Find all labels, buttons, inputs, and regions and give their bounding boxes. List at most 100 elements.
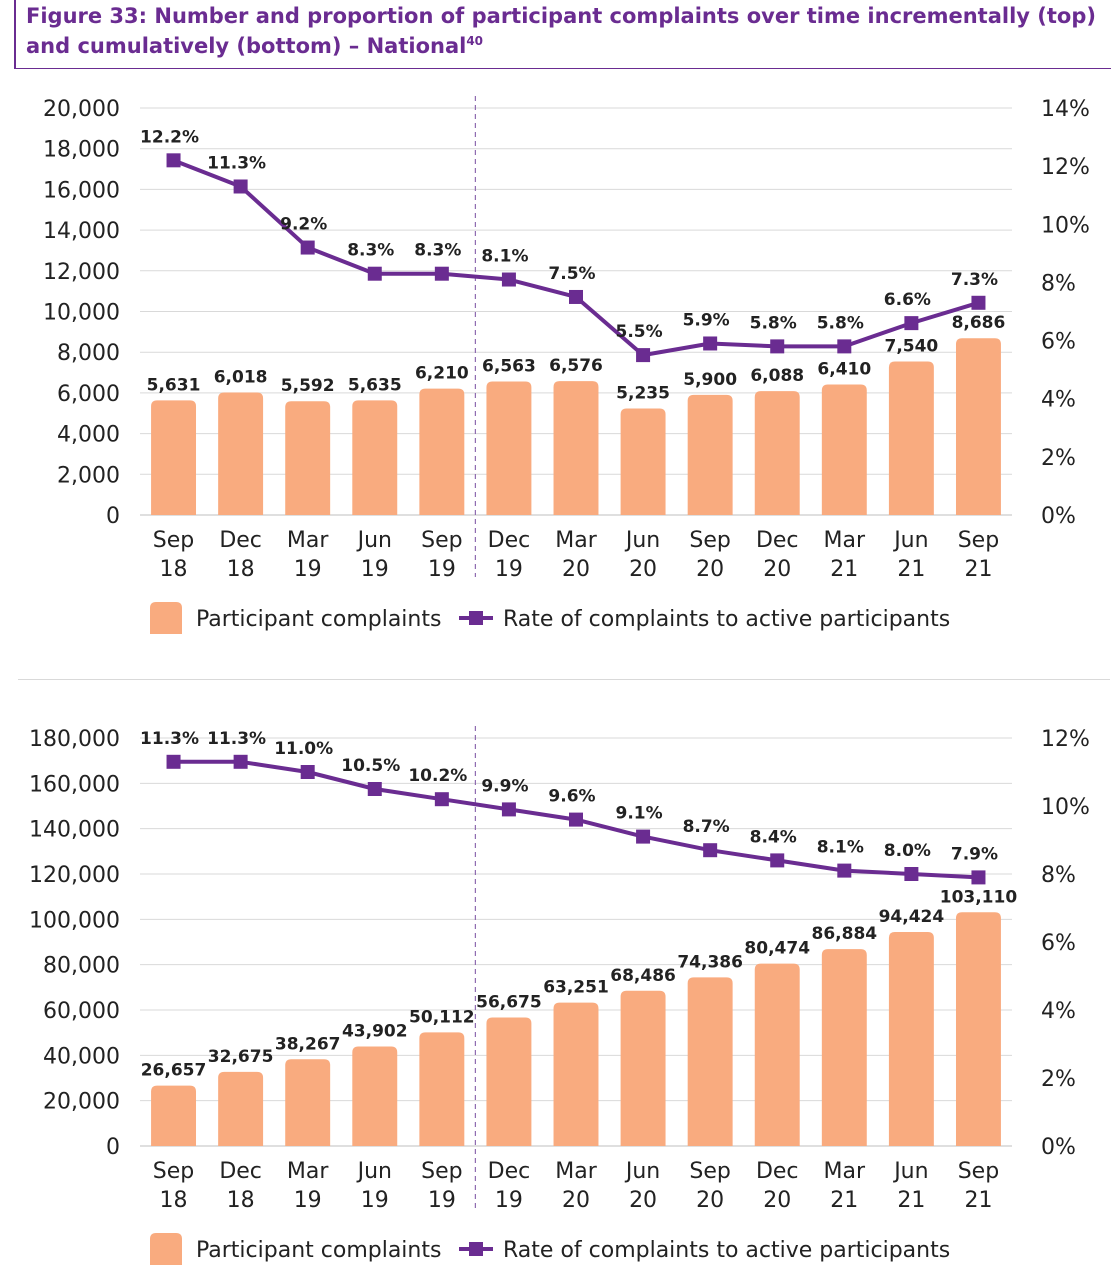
- x-axis-year-label: 18: [160, 1188, 188, 1213]
- bar-value-label: 5,635: [348, 375, 402, 395]
- rate-marker: [434, 792, 449, 807]
- x-axis-year-label: 20: [629, 1188, 657, 1213]
- bar-value-label: 63,251: [543, 978, 609, 998]
- x-axis-year-label: 20: [562, 1188, 590, 1213]
- x-axis-year-label: 20: [629, 557, 657, 582]
- y-axis-tick-label: 0: [106, 504, 120, 529]
- y2-axis-tick-label: 0%: [1041, 504, 1076, 529]
- y-axis-tick-label: 12,000: [43, 260, 120, 285]
- rate-value-label: 9.1%: [615, 804, 662, 824]
- rate-value-label: 10.5%: [341, 756, 400, 776]
- y2-axis-tick-label: 2%: [1041, 446, 1076, 471]
- x-axis-month-label: Dec: [219, 1159, 262, 1184]
- complaints-bar: [955, 912, 1001, 1146]
- y-axis-tick-label: 16,000: [43, 178, 120, 203]
- bar-value-label: 94,424: [879, 907, 945, 927]
- bar-value-label: 6,563: [482, 356, 536, 376]
- y2-axis-tick-label: 2%: [1041, 1067, 1076, 1092]
- bar-value-label: 6,410: [817, 360, 871, 380]
- x-axis-month-label: Jun: [892, 528, 928, 553]
- y2-axis-tick-label: 4%: [1041, 999, 1076, 1024]
- figure-title-line-1: Figure 33: Number and proportion of part…: [26, 4, 1096, 28]
- rate-marker: [770, 853, 785, 868]
- rate-marker: [837, 863, 852, 878]
- legend-label-rate: Rate of complaints to active participant…: [503, 1238, 950, 1263]
- x-axis-year-label: 19: [495, 1188, 523, 1213]
- rate-value-label: 11.3%: [140, 729, 199, 749]
- x-axis-month-label: Jun: [624, 528, 660, 553]
- rate-value-label: 8.4%: [750, 827, 797, 847]
- rate-value-label: 8.7%: [683, 817, 730, 837]
- complaints-bar: [821, 384, 867, 515]
- chart-separator: [18, 679, 1110, 680]
- rate-marker: [636, 829, 651, 844]
- x-axis-year-label: 19: [294, 557, 322, 582]
- rate-value-label: 5.8%: [750, 313, 797, 333]
- rate-value-label: 8.1%: [481, 247, 528, 267]
- y-axis-tick-label: 4,000: [57, 423, 120, 448]
- y-axis-tick-label: 80,000: [43, 954, 120, 979]
- complaints-bar: [285, 1059, 331, 1146]
- y2-axis-tick-label: 8%: [1041, 271, 1076, 296]
- complaints-bar: [151, 400, 197, 515]
- x-axis-year-label: 20: [562, 557, 590, 582]
- legend-line-marker: [469, 1242, 483, 1256]
- complaints-bar: [352, 400, 398, 515]
- y-axis-tick-label: 20,000: [43, 97, 120, 122]
- bar-value-label: 80,474: [744, 939, 810, 959]
- y2-axis-tick-label: 10%: [1041, 213, 1090, 238]
- y2-axis-tick-label: 12%: [1041, 155, 1090, 180]
- x-axis-month-label: Dec: [219, 528, 262, 553]
- bar-value-label: 38,267: [275, 1034, 341, 1054]
- complaints-bar: [888, 931, 934, 1146]
- x-axis-month-label: Sep: [958, 1159, 999, 1184]
- y-axis-tick-label: 18,000: [43, 138, 120, 163]
- rate-marker: [636, 348, 651, 363]
- x-axis-year-label: 18: [160, 557, 188, 582]
- complaints-bar: [687, 977, 733, 1146]
- complaints-bar: [419, 388, 465, 515]
- x-axis-month-label: Sep: [958, 528, 999, 553]
- x-axis-month-label: Jun: [356, 1159, 392, 1184]
- rate-value-label: 12.2%: [140, 127, 199, 147]
- complaints-bar: [888, 361, 934, 515]
- bar-value-label: 86,884: [812, 924, 878, 944]
- rate-marker: [166, 153, 181, 168]
- legend-bar-swatch: [150, 602, 182, 634]
- y-axis-tick-label: 8,000: [57, 341, 120, 366]
- y-axis-tick-label: 2,000: [57, 463, 120, 488]
- y-axis-tick-label: 40,000: [43, 1044, 120, 1069]
- x-axis-month-label: Sep: [153, 1159, 194, 1184]
- x-axis-month-label: Sep: [689, 528, 730, 553]
- complaints-bar: [352, 1046, 398, 1146]
- bar-value-label: 32,675: [208, 1047, 274, 1067]
- y-axis-tick-label: 140,000: [29, 818, 120, 843]
- rate-marker: [971, 295, 986, 310]
- rate-value-label: 11.0%: [274, 739, 333, 759]
- legend-label-complaints: Participant complaints: [196, 1238, 441, 1263]
- x-axis-year-label: 20: [763, 557, 791, 582]
- x-axis-year-label: 19: [361, 1188, 389, 1213]
- x-axis-year-label: 19: [428, 557, 456, 582]
- y-axis-tick-label: 20,000: [43, 1090, 120, 1115]
- x-axis-year-label: 19: [495, 557, 523, 582]
- complaints-bar: [486, 1017, 532, 1146]
- x-axis-month-label: Dec: [756, 1159, 799, 1184]
- legend-bar-swatch: [150, 1233, 182, 1265]
- x-axis-year-label: 18: [227, 557, 255, 582]
- bar-value-label: 5,235: [616, 383, 670, 403]
- rate-value-label: 7.3%: [951, 270, 998, 290]
- legend-label-rate: Rate of complaints to active participant…: [503, 607, 950, 632]
- rate-value-label: 7.5%: [548, 264, 595, 284]
- y-axis-tick-label: 10,000: [43, 301, 120, 326]
- incremental-complaints-chart: 0 2,000 4,000 6,000 8,000 10,000 12,000 14,000 1…: [43, 96, 1090, 634]
- bar-value-label: 50,112: [409, 1007, 475, 1027]
- rate-value-label: 6.6%: [884, 290, 931, 310]
- x-axis-year-label: 19: [294, 1188, 322, 1213]
- bar-value-label: 74,386: [677, 952, 743, 972]
- x-axis-year-label: 20: [696, 1188, 724, 1213]
- rate-value-label: 11.3%: [207, 153, 266, 173]
- complaints-bar: [553, 1002, 599, 1146]
- rate-marker: [166, 754, 181, 769]
- complaints-bar: [151, 1085, 197, 1146]
